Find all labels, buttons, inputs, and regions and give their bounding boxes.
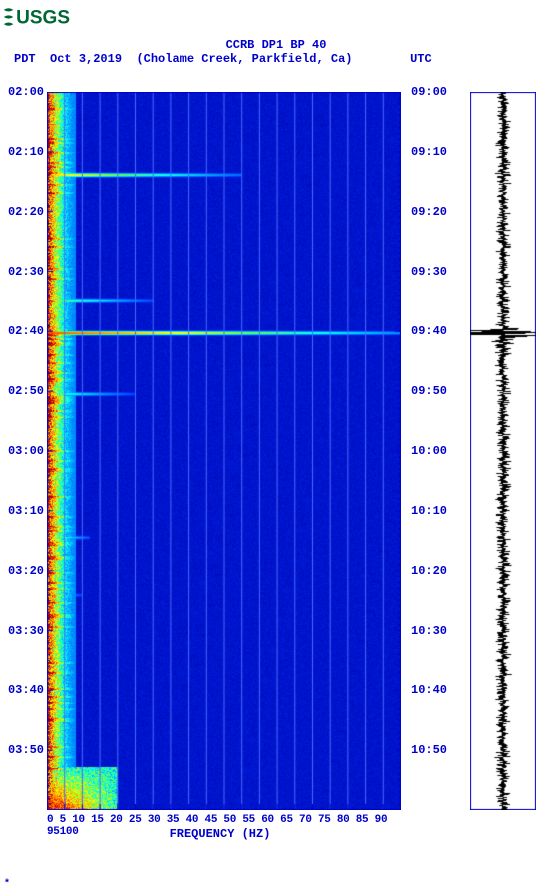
y-left-tick-label: 02:40	[0, 324, 44, 338]
date-label: Oct 3,2019	[50, 52, 122, 66]
y-right-tick-label: 09:20	[411, 205, 455, 219]
y-right-tick-label: 10:10	[411, 504, 455, 518]
x-axis-title: FREQUENCY (HZ)	[0, 827, 440, 841]
usgs-logo: USGS	[0, 2, 95, 36]
location-label: (Cholame Creek, Parkfield, Ca)	[136, 52, 352, 66]
waveform-plot	[470, 92, 536, 810]
y-left-tick-label: 03:50	[0, 743, 44, 757]
y-left-tick-label: 03:40	[0, 683, 44, 697]
spectrogram-canvas	[47, 92, 401, 810]
corner-mark: *	[4, 879, 10, 890]
chart-subtitle: PDT Oct 3,2019 (Cholame Creek, Parkfield…	[0, 52, 552, 66]
right-timezone-label: UTC	[410, 52, 432, 66]
y-right-tick-label: 09:10	[411, 145, 455, 159]
y-left-tick-label: 02:10	[0, 145, 44, 159]
chart-title: CCRB DP1 BP 40	[0, 38, 552, 52]
waveform-canvas	[470, 92, 536, 810]
y-right-tick-label: 10:20	[411, 564, 455, 578]
y-left-tick-label: 02:30	[0, 265, 44, 279]
y-right-tick-label: 09:00	[411, 85, 455, 99]
left-timezone-label: PDT	[14, 52, 36, 66]
spectrogram-plot	[47, 92, 401, 810]
y-left-tick-label: 03:30	[0, 624, 44, 638]
y-left-tick-label: 02:20	[0, 205, 44, 219]
y-right-tick-label: 10:50	[411, 743, 455, 757]
y-right-tick-label: 10:00	[411, 444, 455, 458]
svg-text:USGS: USGS	[16, 8, 70, 29]
y-right-tick-label: 09:50	[411, 384, 455, 398]
y-right-tick-label: 09:30	[411, 265, 455, 279]
y-left-tick-label: 03:00	[0, 444, 44, 458]
y-left-tick-label: 02:50	[0, 384, 44, 398]
y-left-tick-label: 03:10	[0, 504, 44, 518]
y-right-tick-label: 10:40	[411, 683, 455, 697]
y-right-tick-label: 10:30	[411, 624, 455, 638]
chart-header: CCRB DP1 BP 40 PDT Oct 3,2019 (Cholame C…	[0, 38, 552, 66]
y-right-tick-label: 09:40	[411, 324, 455, 338]
y-left-tick-label: 03:20	[0, 564, 44, 578]
y-left-tick-label: 02:00	[0, 85, 44, 99]
